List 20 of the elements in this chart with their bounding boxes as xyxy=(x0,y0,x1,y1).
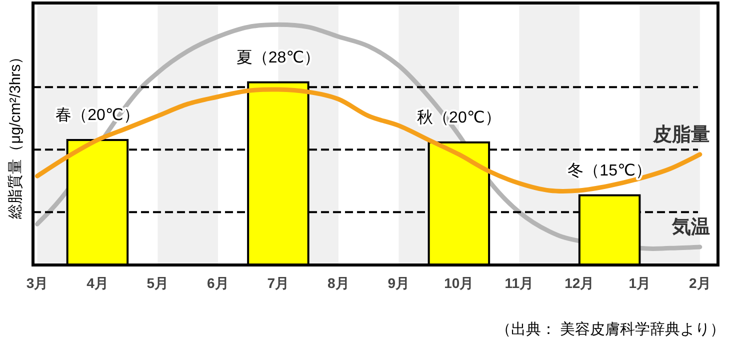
series-label: 皮脂量 xyxy=(652,123,710,146)
text: （出典： 美容皮膚科学辞典より） xyxy=(496,321,725,338)
x-tick-label: 4月 xyxy=(86,275,108,291)
x-tick-label: 1月 xyxy=(628,275,651,291)
x-tick-label: 10月 xyxy=(444,275,474,291)
x-tick-label: 7月 xyxy=(267,275,290,291)
x-tick-label: 2月 xyxy=(689,275,711,291)
annotation: 春（20℃） xyxy=(56,107,140,124)
annotation: 夏（28℃） xyxy=(236,49,320,66)
x-tick-label: 8月 xyxy=(328,275,350,291)
x-tick-label: 3月 xyxy=(26,275,48,291)
x-tick-label: 11月 xyxy=(504,275,534,291)
x-tick-label: 12月 xyxy=(564,275,594,291)
x-tick-label: 9月 xyxy=(388,275,410,291)
annotation: 秋（20℃） xyxy=(417,109,501,126)
series-label: 気温 xyxy=(671,216,710,238)
annotation: 冬（15℃） xyxy=(568,162,652,180)
y-axis-title: 総脂質量（μg/cm²/3hrs） xyxy=(7,49,24,220)
x-tick-label: 5月 xyxy=(146,275,169,291)
x-tick-label: 6月 xyxy=(207,275,229,291)
